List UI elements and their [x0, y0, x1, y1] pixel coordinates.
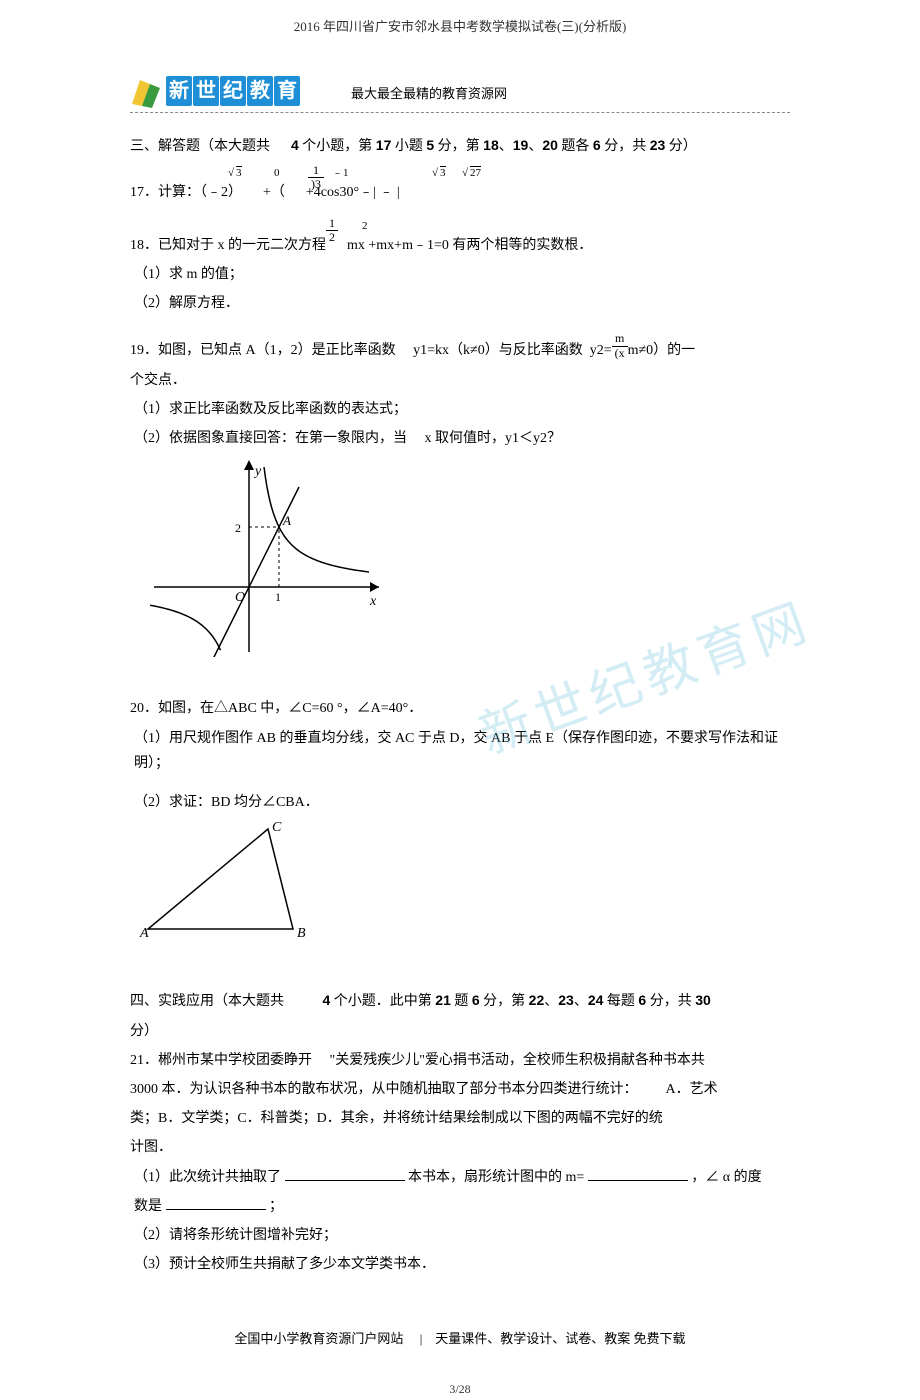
q21-1b: 数是 ；: [130, 1194, 790, 1219]
txt: 22: [529, 992, 545, 1008]
txt: 6: [472, 992, 480, 1008]
tagline: 最大最全最精的教育资源网: [351, 82, 507, 109]
txt: 分，共: [601, 139, 650, 154]
page-header: 2016 年四川省广安市邻水县中考数学模拟试卷(三)(分析版): [0, 0, 920, 38]
txt: ；: [269, 1199, 283, 1214]
svg-text:2: 2: [235, 521, 241, 535]
svg-text:C: C: [272, 820, 282, 835]
txt: 23: [650, 137, 666, 153]
txt: 17: [376, 137, 392, 153]
blank: [285, 1166, 405, 1181]
svg-text:1: 1: [275, 590, 281, 604]
txt: 分，第: [434, 139, 483, 154]
section3-title: 三、解答题（本大题共 4 个小题，第 17 小题 5 分，第 18、19、20 …: [130, 133, 790, 159]
txt: 21．郴州市某中学校团委睁开: [130, 1053, 312, 1068]
q21-1: （1）此次统计共抽取了 本书本，扇形统计图中的 m= ，∠ α 的度: [130, 1165, 790, 1190]
txt: 3000 本．为认识各种书本的散布状况，从中随机抽取了部分书本分四类进行统计：: [130, 1082, 638, 1097]
txt: 23: [558, 992, 574, 1008]
txt: 天量课件、教学设计、试卷、教案 免费下载: [435, 1331, 685, 1346]
txt: 三、解答题（本大题共: [130, 139, 270, 154]
txt: x 取何值时，y1＜y2？: [425, 431, 562, 446]
svg-text:x: x: [369, 594, 377, 609]
content: 新世纪教育网 三、解答题（本大题共 4 个小题，第 17 小题 5 分，第 18…: [130, 133, 790, 1277]
txt: 、: [544, 994, 558, 1009]
q20-graph: A B C: [138, 819, 790, 948]
txt: （2）依据图象直接回答：在第一象限内，当: [134, 431, 407, 446]
section4-title: 四、实践应用（本大题共 4 个小题．此中第 21 题 6 分，第 22、23、2…: [130, 988, 790, 1014]
txt: 19．如图，已知点 A（1，2）是正比率函数: [130, 344, 396, 359]
txt: A．艺术: [666, 1082, 718, 1097]
q20-2: （2）求证：BD 均分∠CBA．: [130, 790, 790, 815]
svg-text:O: O: [235, 590, 245, 605]
q19-cont: 个交点．: [130, 368, 790, 393]
txt: 分）: [665, 139, 697, 154]
txt: 、: [499, 139, 513, 154]
divider: [130, 112, 790, 113]
txt: 4: [291, 137, 299, 153]
txt: y2=: [590, 344, 612, 359]
txt: y1=kx（k≠0）与反比率函数: [413, 344, 583, 359]
q19-2: （2）依据图象直接回答：在第一象限内，当 x 取何值时，y1＜y2？: [130, 426, 790, 451]
txt: 个小题．此中第: [330, 994, 435, 1009]
txt: 、: [574, 994, 588, 1009]
book-icon: [130, 74, 164, 108]
txt: |: [420, 1331, 426, 1346]
txt: 分，共: [646, 994, 695, 1009]
txt: 数是: [134, 1199, 162, 1214]
txt: 21: [435, 992, 451, 1008]
txt: 24: [588, 992, 604, 1008]
txt: 全国中小学教育资源门户网站: [234, 1331, 403, 1346]
svg-text:B: B: [297, 926, 306, 939]
txt: （1）此次统计共抽取了: [134, 1170, 281, 1185]
txt: 四、实践应用（本大题共: [130, 994, 284, 1009]
txt: 5: [426, 137, 434, 153]
q18: 12 2 18．已知对于 x 的一元二次方程 mx +mx+m﹣1=0 有两个相…: [130, 217, 790, 258]
blank: [588, 1166, 688, 1181]
txt: 题: [451, 994, 472, 1009]
txt: 20: [542, 137, 558, 153]
q21-line4: 计图．: [130, 1135, 790, 1160]
txt: m≠0）的一: [628, 344, 696, 359]
q21-line2: 3000 本．为认识各种书本的散布状况，从中随机抽取了部分书本分四类进行统计： …: [130, 1077, 790, 1102]
txt: 题各: [558, 139, 593, 154]
txt: ，∠ α 的度: [691, 1170, 761, 1185]
svg-text:y: y: [253, 464, 262, 479]
txt: 17．计算：（﹣2）: [130, 185, 242, 200]
q19: 19．如图，已知点 A（1，2）是正比率函数 y1=kx（k≠0）与反比率函数 …: [130, 332, 790, 363]
q18-2: （2）解原方程．: [130, 291, 790, 316]
txt: 、: [528, 139, 542, 154]
q21-2: （2）请将条形统计图增补完好；: [130, 1223, 790, 1248]
q19-graph: y x O 1 2 A: [144, 457, 790, 666]
q21-line3: 类；B．文学类；C．科普类；D．其余，并将统计结果绘制成以下图的两幅不完好的统: [130, 1106, 790, 1131]
q17: √3 0 1)3 ﹣1 √3 √27 17．计算：（﹣2） +（ +4cos30…: [130, 164, 790, 205]
txt: 本书本，扇形统计图中的 m=: [408, 1170, 584, 1185]
logo-area: 新世纪教育 最大最全最精的教育资源网: [130, 73, 920, 109]
footer: 全国中小学教育资源门户网站 | 天量课件、教学设计、试卷、教案 免费下载: [130, 1327, 790, 1350]
blank: [166, 1195, 266, 1210]
svg-text:A: A: [282, 513, 291, 528]
txt: 个小题，第: [302, 139, 376, 154]
q19-1: （1）求正比率函数及反比率函数的表达式；: [130, 397, 790, 422]
q21-line1: 21．郴州市某中学校团委睁开 "关爱残疾少儿"爱心捐书活动，全校师生积极捐献各种…: [130, 1048, 790, 1073]
q20-1: （1）用尺规作图作 AB 的垂直均分线，交 AC 于点 D，交 AB 于点 E（…: [130, 726, 790, 776]
section4-suffix: 分）: [130, 1019, 790, 1044]
svg-text:A: A: [139, 926, 149, 939]
txt: +（: [260, 185, 285, 200]
txt: 小题: [391, 139, 426, 154]
logo: 新世纪教育: [130, 73, 301, 109]
txt: 18．已知对于 x 的一元二次方程: [130, 238, 326, 253]
txt: 30: [695, 992, 711, 1008]
txt: mx +mx+m﹣1=0 有两个相等的实数根．: [347, 238, 592, 253]
q18-1: （1）求 m 的值；: [130, 262, 790, 287]
txt: 19: [513, 137, 529, 153]
txt: 6: [593, 137, 601, 153]
txt: 分，第: [480, 994, 529, 1009]
q21-3: （3）预计全校师生共捐献了多少本文学类书本．: [130, 1252, 790, 1277]
page-number: 3/28: [0, 1379, 920, 1400]
txt: "关爱残疾少儿"爱心捐书活动，全校师生积极捐献各种书本共: [330, 1053, 705, 1068]
txt: 18: [483, 137, 499, 153]
q20: 20．如图，在△ABC 中，∠C=60 °，∠A=40°．: [130, 696, 790, 721]
txt: 每题: [603, 994, 638, 1009]
